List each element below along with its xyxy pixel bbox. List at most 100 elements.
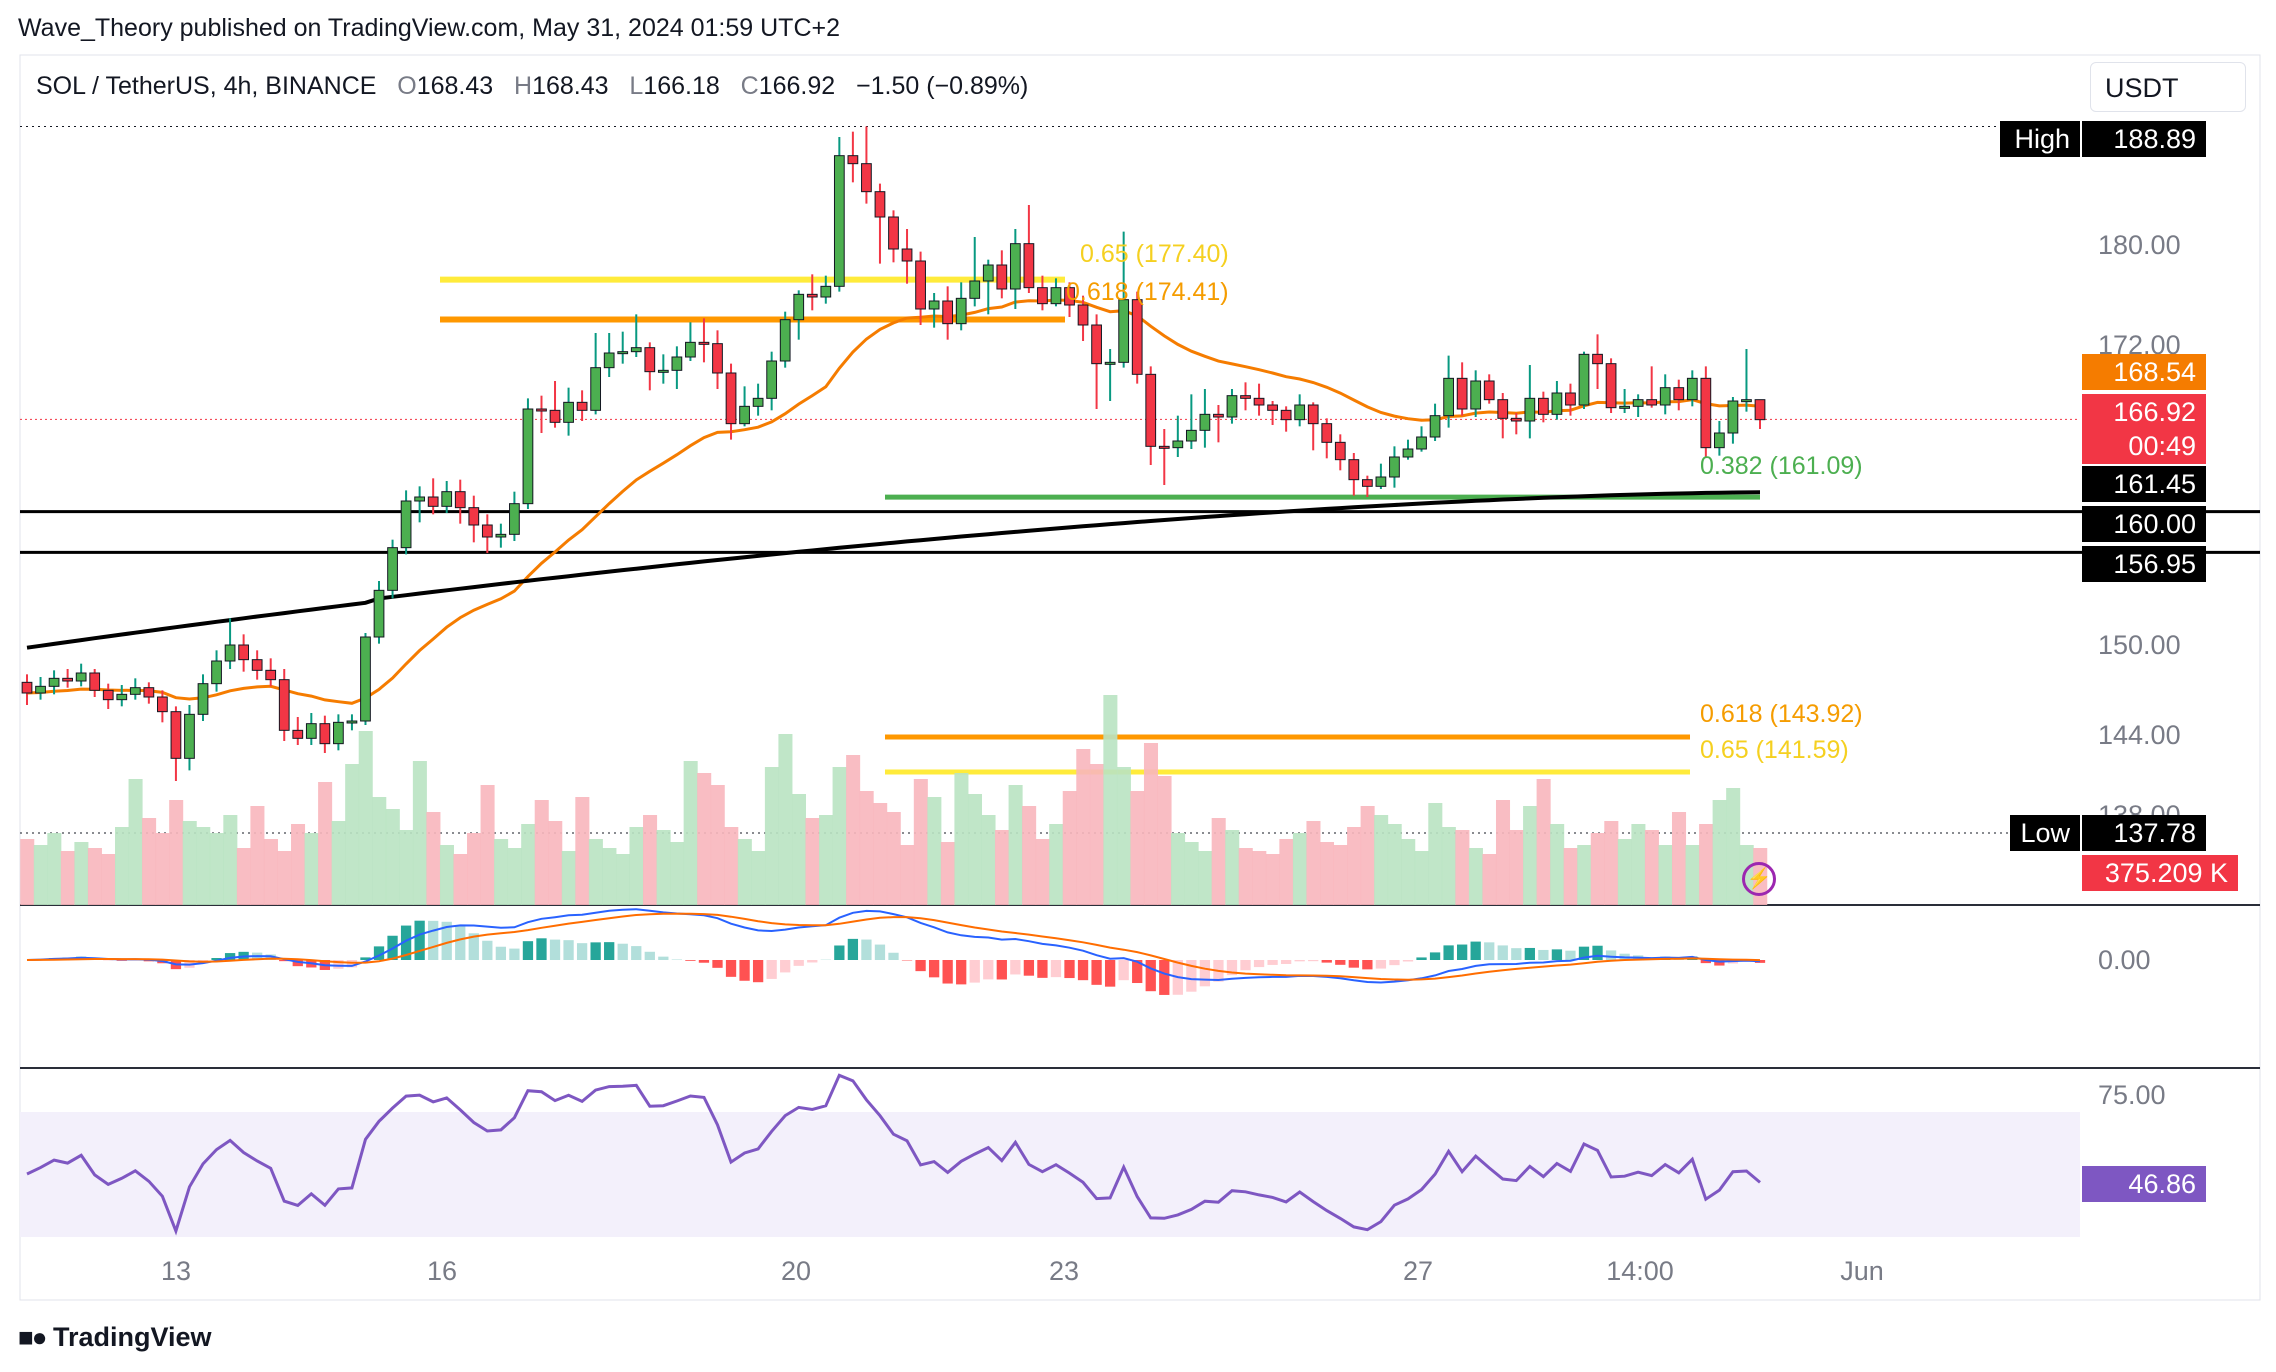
volume-bar [1414, 851, 1429, 905]
close-label: C [740, 72, 759, 100]
candle-body [1050, 287, 1062, 305]
volume-bar [1523, 806, 1538, 905]
volume-bar [250, 806, 265, 905]
ema50-tag: 168.54 [2082, 354, 2206, 390]
volume-bar [1225, 830, 1240, 905]
candle-body [766, 360, 778, 399]
volume-bar [494, 839, 509, 905]
macd-histogram-bar [942, 960, 953, 984]
macd-histogram-bar [1280, 960, 1292, 964]
open-label: O [397, 72, 417, 100]
candle-body [1497, 399, 1509, 419]
macd-histogram-bar [1497, 945, 1508, 960]
candle-body [400, 500, 412, 549]
macd-histogram-bar [1145, 960, 1156, 992]
volume-bar [1536, 779, 1551, 905]
candle-body [1727, 400, 1739, 434]
volume-bar [142, 818, 157, 905]
macd-histogram-bar [807, 960, 818, 963]
volume-bar [182, 821, 197, 905]
macd-histogram-bar [482, 940, 493, 960]
macd-histogram-bar [590, 942, 601, 960]
candle-body [1483, 380, 1495, 401]
volume-bar [1103, 695, 1118, 905]
macd-histogram-bar [1470, 941, 1481, 960]
candle-body [1714, 432, 1725, 449]
volume-bar [263, 839, 278, 905]
macd-histogram-bar [915, 960, 926, 972]
last-price-tag: 166.92 [2082, 394, 2206, 430]
macd-histogram-bar [631, 946, 642, 960]
candle-body [685, 341, 696, 358]
macd-histogram-bar [698, 960, 710, 963]
candle-body [35, 685, 46, 694]
macd-histogram-bar [1226, 960, 1238, 976]
candle-body [1551, 392, 1563, 415]
macd-histogram-bar [1023, 960, 1035, 976]
close-value: 166.92 [758, 72, 836, 100]
volume-bar [1428, 803, 1443, 905]
time-label-23: 23 [1048, 1256, 1080, 1286]
candle-body [820, 285, 832, 298]
volume-bar [33, 845, 48, 905]
time-label-jun: Jun [1840, 1256, 1884, 1286]
high-tag-value: 188.89 [2082, 121, 2206, 157]
macd-histogram-bar [1578, 946, 1590, 960]
macd-histogram-bar [983, 960, 994, 980]
candle-body [671, 356, 683, 371]
candle-body [536, 408, 547, 412]
volume-bar [954, 773, 969, 905]
volume-bar [561, 851, 576, 905]
volume-bar [1495, 800, 1511, 905]
candle-body [1172, 440, 1184, 449]
candle-body [1280, 409, 1292, 421]
currency-button[interactable]: USDT [2090, 62, 2246, 112]
volume-bar [1685, 845, 1700, 905]
macd-histogram-bar [1091, 960, 1102, 985]
volume-bar [1211, 818, 1226, 905]
candle-body [1673, 387, 1685, 401]
symbol-label[interactable]: SOL / TetherUS, 4h, BINANCE [36, 72, 377, 100]
volume-bar [453, 854, 468, 905]
change-value: −1.50 (−0.89%) [856, 72, 1029, 100]
macd-histogram-bar [1010, 960, 1021, 975]
candle-body [576, 401, 588, 411]
volume-bar [1509, 830, 1524, 905]
tv-logo-icon: ■● [18, 1322, 47, 1352]
macd-histogram-bar [969, 960, 980, 983]
candle-body [739, 405, 750, 425]
macd-histogram-bar [563, 940, 574, 960]
volume-bar [1184, 842, 1199, 905]
low-tag-label: Low [2010, 815, 2080, 851]
macd-histogram-bar [1159, 960, 1170, 995]
volume-bar [1279, 839, 1294, 905]
volume-bar [1089, 764, 1104, 905]
candle-body [657, 369, 669, 373]
volume-bar [1008, 785, 1023, 905]
candle-body [184, 713, 195, 759]
tradingview-logo[interactable]: ■● TradingView [18, 1322, 211, 1353]
lightning-icon[interactable]: ⚡ [1742, 862, 1776, 896]
volume-bar [1252, 851, 1267, 905]
macd-histogram-bar [617, 943, 628, 960]
macd-signal-line [26, 912, 1761, 981]
candle-body [1158, 445, 1170, 449]
volume-bar [47, 833, 62, 905]
candle-body [170, 711, 182, 759]
macd-histogram-bar [671, 959, 683, 960]
volume-bar [60, 851, 75, 905]
candle-body [861, 163, 872, 193]
volume-bar [1604, 821, 1619, 905]
volume-bar [927, 797, 942, 905]
volume-bar [1035, 839, 1050, 905]
volume-bar [1265, 854, 1280, 905]
candle-body [1741, 399, 1752, 403]
volume-bar [1292, 833, 1307, 905]
volume-bar [791, 794, 806, 905]
candle-body [102, 689, 114, 701]
macd-histogram-bar [1308, 960, 1319, 962]
volume-bar [534, 800, 549, 905]
candle-body [1402, 448, 1414, 458]
candle-body [1686, 377, 1698, 401]
